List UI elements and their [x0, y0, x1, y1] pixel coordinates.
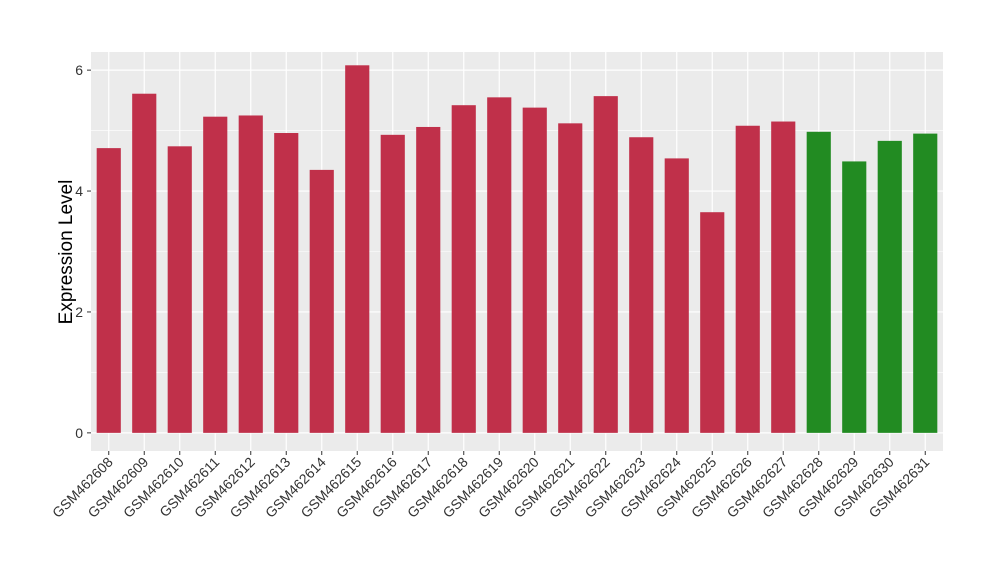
- bars: [96, 65, 938, 433]
- bar-GSM462625: [700, 212, 725, 433]
- y-axis-title: Expression Level: [56, 180, 77, 325]
- bar-GSM462631: [913, 133, 938, 433]
- minor-gridlines: [91, 130, 943, 373]
- bar-GSM462608: [96, 148, 121, 433]
- bar-GSM462630: [877, 140, 902, 433]
- bar-GSM462609: [132, 93, 157, 433]
- bar-GSM462628: [806, 131, 831, 433]
- bar-GSM462626: [735, 125, 760, 433]
- bar-GSM462610: [167, 146, 192, 433]
- bar-GSM462627: [771, 121, 796, 433]
- bar-GSM462614: [309, 169, 334, 433]
- x-axis-ticks: GSM462608GSM462609GSM462610GSM462611GSM4…: [49, 451, 933, 521]
- y-tick-label: 2: [75, 304, 83, 320]
- bar-GSM462622: [593, 96, 618, 433]
- bar-GSM462612: [238, 115, 263, 433]
- y-tick-label: 4: [75, 183, 83, 199]
- bar-GSM462615: [345, 65, 370, 433]
- bar-GSM462616: [380, 134, 405, 433]
- bar-GSM462629: [842, 161, 867, 433]
- bar-GSM462618: [451, 105, 476, 433]
- y-tick-label: 6: [75, 62, 83, 78]
- y-tick-label: 0: [75, 425, 83, 441]
- bar-GSM462613: [274, 133, 299, 433]
- bar-GSM462621: [558, 123, 583, 433]
- bar-GSM462623: [629, 137, 654, 433]
- bar-GSM462619: [487, 97, 512, 433]
- bar-GSM462617: [416, 126, 441, 433]
- bar-GSM462624: [664, 158, 689, 433]
- y-axis-ticks: 0 2 4 6: [75, 62, 91, 441]
- bar-GSM462620: [522, 107, 547, 433]
- bar-GSM462611: [203, 116, 228, 433]
